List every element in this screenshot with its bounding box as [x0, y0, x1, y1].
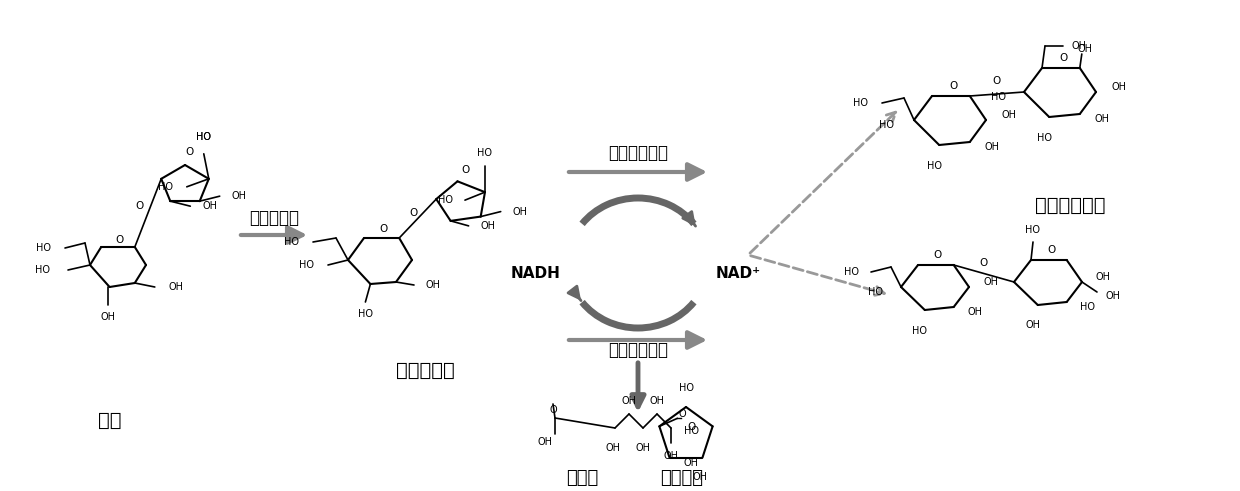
Text: O: O [934, 250, 942, 260]
Text: O: O [688, 422, 696, 432]
Text: HO: HO [853, 98, 868, 108]
Text: OH: OH [1112, 82, 1127, 92]
Text: NADH: NADH [510, 266, 560, 280]
Text: HO: HO [299, 260, 314, 270]
Text: OH: OH [1071, 41, 1086, 51]
Text: OH: OH [1095, 114, 1110, 124]
Text: OH: OH [1096, 272, 1111, 282]
Text: OH: OH [985, 142, 999, 152]
Text: OH: OH [621, 396, 636, 406]
Text: HO: HO [358, 309, 373, 319]
Text: O: O [461, 165, 470, 175]
Text: OH: OH [683, 458, 698, 467]
Text: HO: HO [196, 132, 211, 142]
Text: HO: HO [683, 426, 698, 436]
Text: O: O [549, 405, 557, 415]
Text: HO: HO [477, 148, 492, 158]
Text: 异麦芽酮糖醇: 异麦芽酮糖醇 [1034, 195, 1105, 215]
Text: O: O [379, 224, 387, 234]
Text: HO: HO [913, 326, 928, 336]
Text: 葡萄糖酸: 葡萄糖酸 [661, 469, 703, 487]
Text: OH: OH [1078, 44, 1092, 54]
Text: OH: OH [1002, 110, 1017, 120]
Text: NAD⁺: NAD⁺ [715, 266, 761, 280]
Text: O: O [993, 76, 1001, 86]
Text: 葡萄糖: 葡萄糖 [565, 469, 598, 487]
Text: O: O [136, 201, 144, 211]
Text: O: O [185, 147, 193, 157]
Text: OH: OH [169, 282, 184, 292]
Text: OH: OH [427, 280, 441, 290]
Text: 甘露醇脱氢酶: 甘露醇脱氢酶 [608, 144, 668, 162]
Text: OH: OH [512, 207, 528, 217]
Text: O: O [1047, 245, 1055, 255]
Text: O: O [115, 235, 124, 245]
Text: OH: OH [663, 451, 678, 461]
Text: OH: OH [693, 472, 708, 482]
Text: HO: HO [844, 267, 859, 277]
Text: 异麦芽酮糖: 异麦芽酮糖 [396, 360, 454, 380]
Text: OH: OH [605, 443, 620, 453]
Text: O: O [949, 81, 957, 91]
Text: OH: OH [202, 201, 217, 211]
Text: O: O [1059, 53, 1068, 63]
Text: HO: HO [678, 383, 693, 393]
Text: HO: HO [157, 182, 172, 192]
Text: OH: OH [635, 443, 651, 453]
Text: OH: OH [1025, 320, 1040, 330]
Text: HO: HO [991, 92, 1006, 102]
Text: O: O [980, 257, 988, 268]
Text: OH: OH [650, 396, 665, 406]
Text: OH: OH [481, 221, 496, 231]
Text: OH: OH [232, 191, 247, 201]
Text: OH: OH [1105, 291, 1120, 301]
Text: OH: OH [985, 277, 999, 287]
Text: HO: HO [196, 132, 211, 142]
Text: 葡萄糖脱氢酶: 葡萄糖脱氢酶 [608, 341, 668, 359]
Text: HO: HO [36, 243, 51, 253]
Text: OH: OH [538, 437, 553, 447]
Text: HO: HO [926, 161, 941, 171]
Text: HO: HO [1037, 133, 1052, 143]
Text: HO: HO [868, 287, 883, 297]
Text: HO: HO [1025, 225, 1040, 235]
Text: HO: HO [438, 195, 453, 205]
Text: HO: HO [879, 120, 894, 130]
Text: OH: OH [967, 307, 982, 317]
Text: HO: HO [284, 237, 299, 247]
Text: O: O [678, 409, 686, 419]
Text: 蔗糖: 蔗糖 [98, 410, 122, 430]
Text: O: O [409, 208, 418, 218]
Text: HO: HO [35, 265, 50, 275]
Text: HO: HO [1080, 302, 1095, 312]
Text: OH: OH [100, 312, 115, 322]
Text: 蔗糖异构酶: 蔗糖异构酶 [249, 209, 299, 227]
